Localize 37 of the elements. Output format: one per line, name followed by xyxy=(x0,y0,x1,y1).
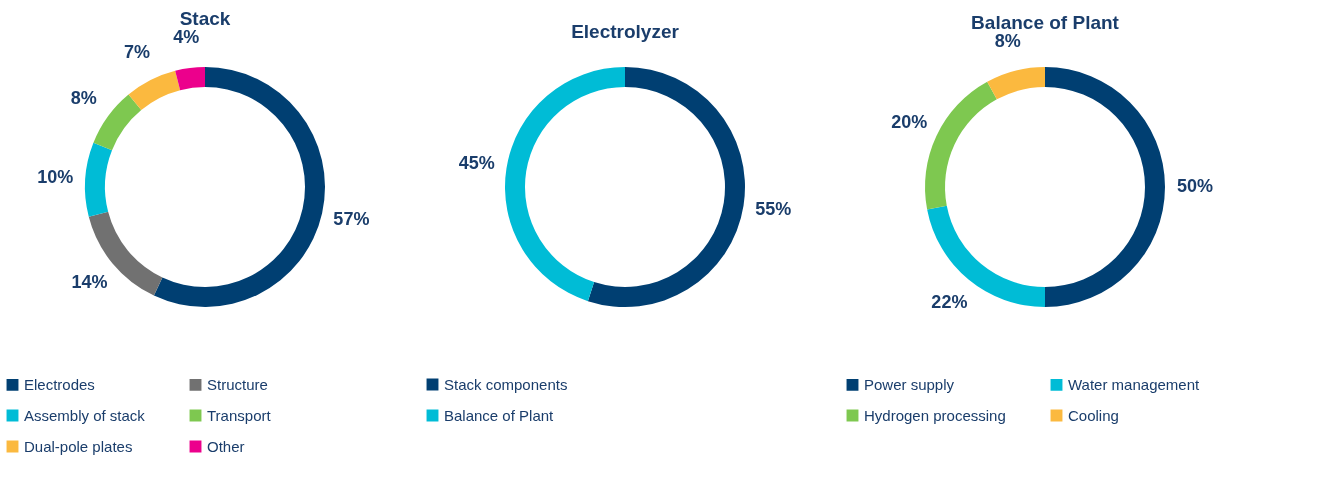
data-label: 55% xyxy=(755,199,792,220)
donut-slice xyxy=(1045,67,1165,307)
data-label: 14% xyxy=(71,271,108,292)
donut-slice xyxy=(85,142,113,217)
data-label: 8% xyxy=(994,30,1021,51)
legend-label: Electrodes xyxy=(24,375,95,393)
legend-label: Power supply xyxy=(864,375,955,393)
legend-label: Stack components xyxy=(444,375,568,393)
legend-label: Hydrogen processing xyxy=(864,406,1006,424)
data-label: 57% xyxy=(333,208,370,229)
donut-slice xyxy=(587,67,745,307)
data-label: 50% xyxy=(1176,176,1214,196)
donut-slice xyxy=(128,70,181,110)
donut-slice xyxy=(153,67,325,307)
legend-label: Transport xyxy=(207,406,272,424)
legend-label: Water management xyxy=(1068,375,1200,393)
chart-title: Balance of Plant xyxy=(971,11,1120,33)
donut-slice xyxy=(927,205,1045,307)
chart-title: Stack xyxy=(179,8,231,30)
data-label: 10% xyxy=(37,166,74,187)
data-label: 4% xyxy=(173,27,200,48)
data-label: 22% xyxy=(931,291,968,312)
legend-label: Other xyxy=(207,437,245,455)
data-label: 8% xyxy=(70,87,97,108)
chart-title: Electrolyzer xyxy=(571,21,680,42)
legend-label: Dual-pole plates xyxy=(24,437,133,455)
data-label: 7% xyxy=(123,42,150,63)
donut-slice xyxy=(175,67,205,91)
legend-label: Balance of Plant xyxy=(444,406,555,424)
legend-label: Structure xyxy=(207,375,268,393)
donut-slice xyxy=(505,67,625,302)
data-label: 20% xyxy=(891,112,928,133)
data-label: 45% xyxy=(458,152,495,173)
legend-label: Cooling xyxy=(1068,406,1119,424)
legend-label: Assembly of stack xyxy=(24,406,146,424)
donut-slice xyxy=(925,81,997,210)
donut-slice xyxy=(987,67,1045,100)
